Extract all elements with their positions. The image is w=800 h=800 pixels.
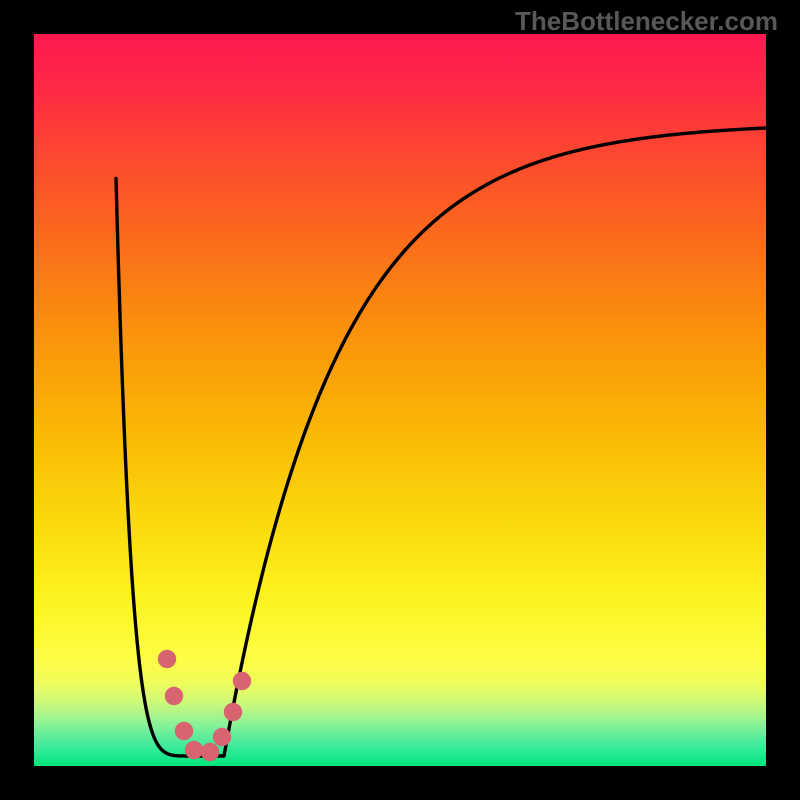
marker-dot bbox=[165, 687, 183, 705]
marker-dot bbox=[185, 741, 203, 759]
marker-dot bbox=[233, 672, 251, 690]
gradient-background bbox=[34, 34, 766, 766]
plot-svg bbox=[34, 34, 766, 766]
marker-dot bbox=[224, 703, 242, 721]
plot-area bbox=[34, 34, 766, 766]
marker-dot bbox=[213, 728, 231, 746]
marker-dot bbox=[201, 743, 219, 761]
watermark-text: TheBottlenecker.com bbox=[515, 6, 778, 37]
marker-dot bbox=[158, 650, 176, 668]
marker-dot bbox=[175, 722, 193, 740]
